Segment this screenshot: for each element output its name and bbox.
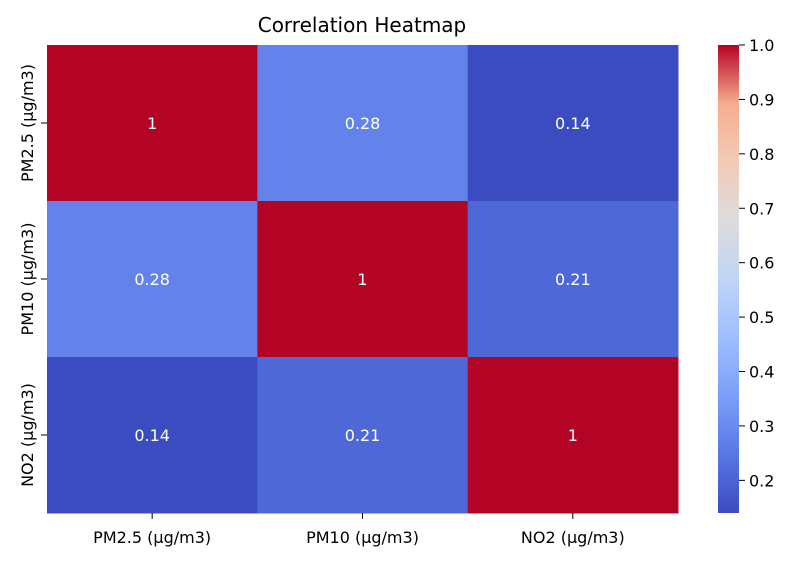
x-tick-label: PM2.5 (µg/m3)	[93, 528, 211, 547]
y-tick-label: PM10 (µg/m3)	[18, 223, 37, 336]
cell-value-label: 0.28	[345, 114, 381, 133]
colorbar-tick-label: 0.5	[749, 308, 774, 327]
heatmap-cell	[47, 201, 258, 358]
colorbar-tick-label: 0.7	[749, 199, 774, 218]
colorbar-gradient	[718, 45, 739, 513]
heatmap-cell	[47, 45, 258, 202]
colorbar-tick-label: 0.4	[749, 363, 774, 382]
colorbar-tick-label: 1.0	[749, 36, 774, 55]
colorbar-tick-label: 0.8	[749, 145, 774, 164]
colorbar-tick-label: 0.3	[749, 417, 774, 436]
y-axis: PM2.5 (µg/m3) PM10 (µg/m3) NO2 (µg/m3)	[18, 64, 47, 487]
heatmap-cell	[467, 201, 679, 358]
cell-value-label: 1	[357, 270, 367, 289]
heatmap-cell	[467, 357, 679, 514]
heatmap-cell	[257, 357, 469, 514]
colorbar-tick-label: 0.9	[749, 90, 774, 109]
cell-value-label: 1	[147, 114, 157, 133]
cell-value-label: 0.14	[134, 426, 170, 445]
colorbar-tick-label: 0.2	[749, 471, 774, 490]
heatmap-cell	[47, 357, 258, 514]
heatmap-cell	[257, 45, 469, 202]
heatmap-cells: 1 0.28 0.14 0.28 1 0.21 0.14 0.21 1	[47, 45, 679, 514]
x-tick-label: PM10 (µg/m3)	[306, 528, 419, 547]
cell-value-label: 0.14	[555, 114, 591, 133]
y-tick-label: NO2 (µg/m3)	[18, 383, 37, 487]
colorbar-tick-label: 0.6	[749, 254, 774, 273]
chart-title: Correlation Heatmap	[258, 13, 467, 37]
cell-value-label: 0.28	[134, 270, 170, 289]
x-tick-label: NO2 (µg/m3)	[521, 528, 625, 547]
cell-value-label: 0.21	[555, 270, 591, 289]
cell-value-label: 1	[568, 426, 578, 445]
y-tick-label: PM2.5 (µg/m3)	[18, 64, 37, 182]
cell-value-label: 0.21	[345, 426, 381, 445]
heatmap-cell	[257, 201, 469, 358]
colorbar: 1.0 0.9 0.8 0.7 0.6 0.5 0.4 0.3 0.2	[718, 36, 774, 513]
x-axis: PM2.5 (µg/m3) PM10 (µg/m3) NO2 (µg/m3)	[93, 513, 625, 547]
heatmap-cell	[467, 45, 679, 202]
